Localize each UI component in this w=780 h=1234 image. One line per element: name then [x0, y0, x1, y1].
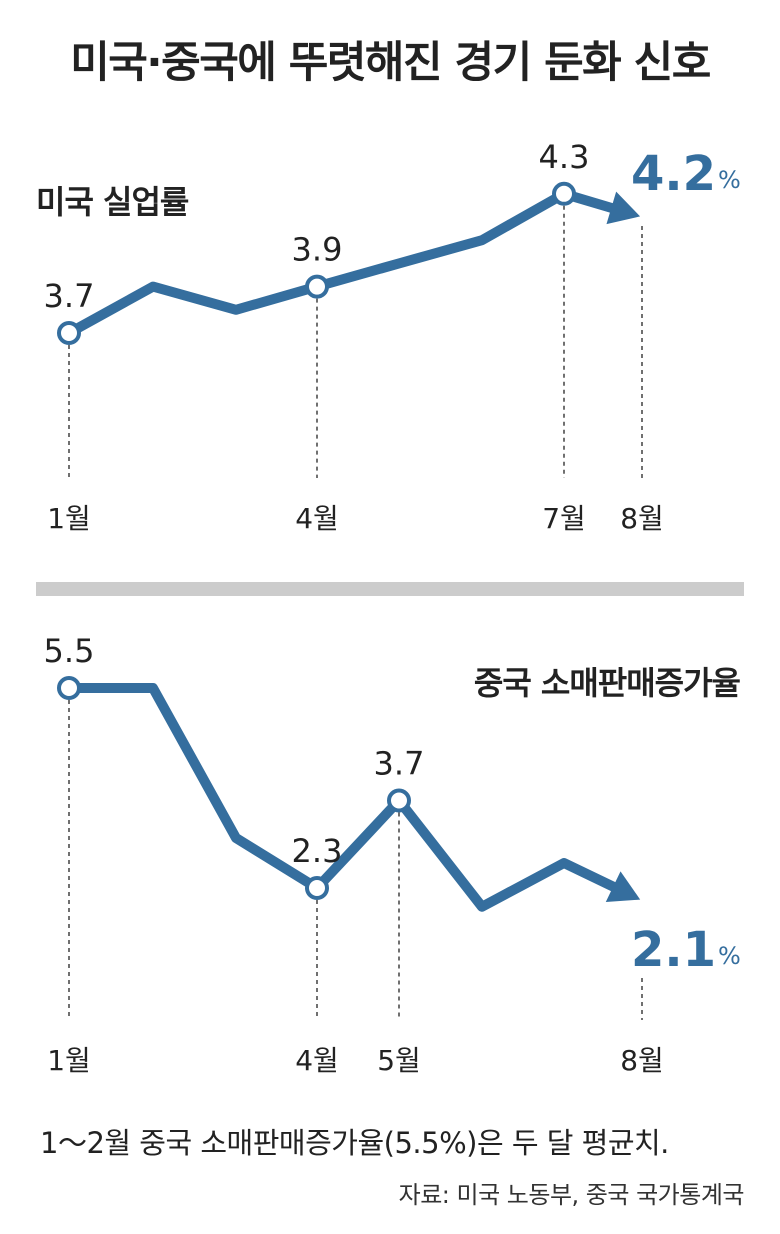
footnote: 1～2월 중국 소매판매증가율(5.5%)은 두 달 평균치. — [40, 1126, 669, 1160]
series-line — [64, 683, 619, 912]
series-line — [64, 188, 617, 338]
x-tick-label: 8월 — [620, 1044, 664, 1077]
data-point — [57, 676, 81, 700]
x-tick-label: 8월 — [620, 502, 664, 535]
source-note: 자료: 미국 노동부, 중국 국가통계국 — [398, 1181, 745, 1209]
x-tick-label: 5월 — [377, 1044, 421, 1077]
x-tick-label: 7월 — [542, 502, 586, 535]
x-tick-label: 4월 — [295, 1044, 339, 1077]
arrow-head — [605, 871, 641, 902]
final-value-unit: % — [718, 942, 741, 970]
x-tick-label: 1월 — [47, 502, 91, 535]
chart-cn-title: 중국 소매판매증가율 — [474, 664, 741, 702]
data-point — [57, 321, 81, 345]
chart-title: 미국·중국에 뚜렷해진 경기 둔화 신호 — [70, 38, 711, 88]
data-point — [305, 274, 329, 299]
arrow-head — [606, 191, 641, 225]
data-label: 3.7 — [374, 745, 425, 783]
data-label: 2.3 — [292, 832, 343, 870]
data-label: 4.3 — [539, 138, 590, 176]
final-value-label: 2.1 — [631, 922, 716, 978]
data-point — [552, 181, 576, 206]
final-value-unit: % — [718, 166, 741, 194]
chart-us-title: 미국 실업률 — [36, 183, 189, 221]
data-point — [387, 788, 411, 813]
data-label: 3.9 — [292, 231, 343, 269]
us-unemployment-chart: 미국 실업률 3.7 3.9 4.3 4.2 % 1월 4월 7월 8월 — [36, 138, 741, 535]
x-tick-label: 4월 — [295, 502, 339, 535]
data-point — [305, 876, 329, 900]
china-retail-sales-chart: 중국 소매판매증가율 5.5 2.3 3.7 2.1 % 1월 4월 5월 8월 — [44, 632, 742, 1077]
x-tick-label: 1월 — [47, 1044, 91, 1077]
data-label: 3.7 — [44, 277, 95, 315]
data-label: 5.5 — [44, 632, 95, 670]
final-value-label: 4.2 — [631, 146, 716, 202]
